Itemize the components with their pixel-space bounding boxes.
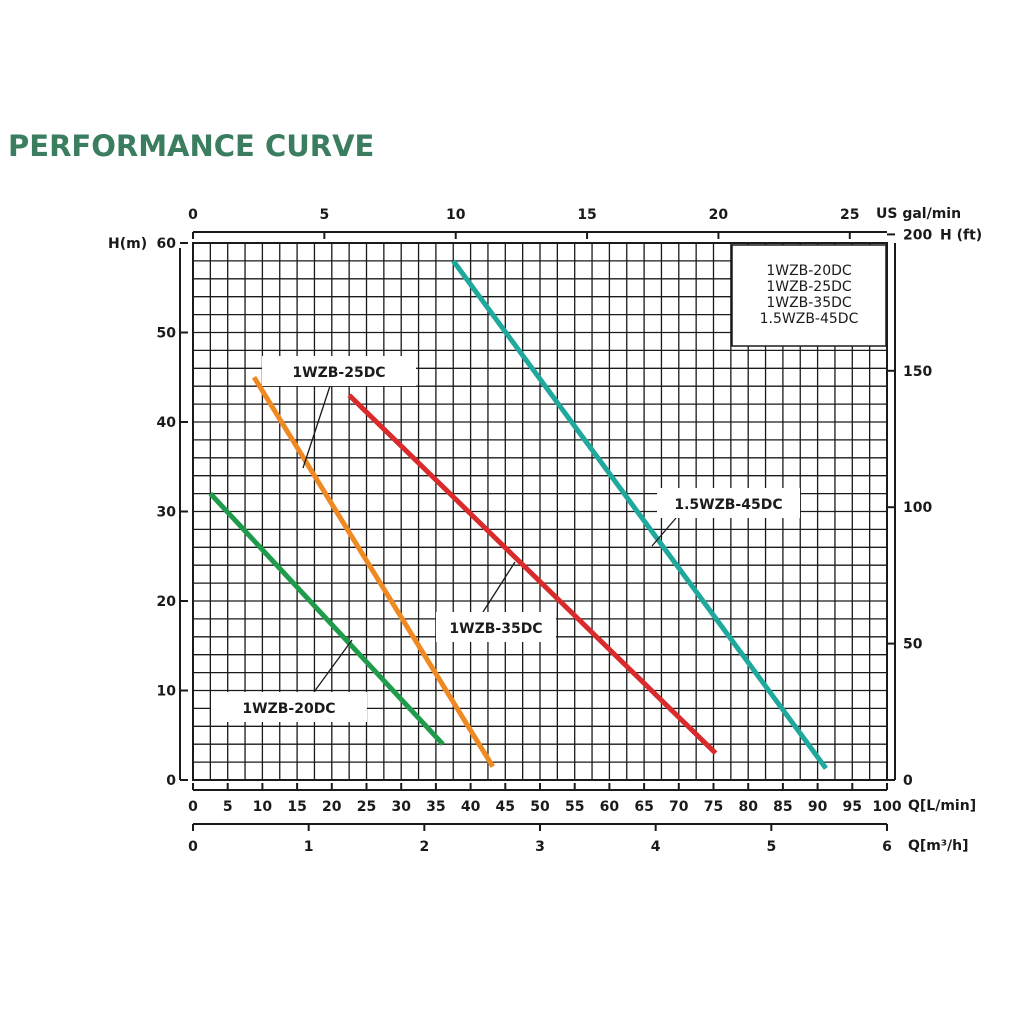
x-top-tick-label: 10 bbox=[446, 207, 466, 223]
x-bottom2-tick-label: 6 bbox=[882, 839, 892, 855]
x-bottom2-tick-label: 1 bbox=[304, 839, 314, 855]
series-lines bbox=[208, 259, 828, 770]
x-bottom-tick-label: 15 bbox=[287, 799, 306, 815]
callout-box bbox=[262, 356, 416, 386]
x-bottom2-tick-label: 5 bbox=[766, 839, 776, 855]
plot-frame bbox=[192, 242, 888, 781]
y-left-tick-label: 60 bbox=[157, 236, 177, 252]
x-bottom-tick-label: 95 bbox=[843, 799, 862, 815]
x-bottom-tick-label: 50 bbox=[530, 799, 550, 815]
legend-entry: 1WZB-25DC bbox=[766, 279, 852, 295]
y-right-tick-label: 0 bbox=[903, 773, 913, 789]
x-bottom-tick-label: 55 bbox=[565, 799, 584, 815]
series-line-3 bbox=[347, 393, 718, 755]
x-bottom2-axis-label: Q[m³/h] bbox=[908, 838, 969, 854]
x-bottom-tick-label: 40 bbox=[461, 799, 481, 815]
y-right-tick-label: 200 bbox=[903, 227, 932, 243]
series-line-4 bbox=[451, 259, 828, 770]
callout-box bbox=[436, 612, 556, 642]
y-left-tick-label: 0 bbox=[166, 773, 176, 789]
x-bottom-tick-label: 100 bbox=[872, 799, 901, 815]
x-top-tick-label: 20 bbox=[709, 207, 729, 223]
y-right-tick-label: 150 bbox=[903, 364, 932, 380]
x-bottom-tick-label: 85 bbox=[773, 799, 792, 815]
callout-box bbox=[657, 488, 800, 518]
y-left-axis-label: H(m) bbox=[108, 236, 147, 252]
y-right-tick-label: 100 bbox=[903, 500, 932, 516]
x-top-tick-label: 5 bbox=[319, 207, 329, 223]
y-left-tick-label: 40 bbox=[157, 415, 177, 431]
x-bottom2-tick-label: 0 bbox=[188, 839, 198, 855]
callout-box bbox=[211, 692, 367, 722]
x-bottom-tick-label: 60 bbox=[600, 799, 620, 815]
callout-label: 1WZB-25DC bbox=[292, 365, 385, 381]
x-bottom2-tick-label: 4 bbox=[651, 839, 661, 855]
callouts: 1WZB-25DC 1WZB-20DC 1WZB-35DC 1.5WZB-45DC bbox=[211, 356, 800, 722]
x-bottom-tick-label: 0 bbox=[188, 799, 198, 815]
x-bottom-tick-label: 20 bbox=[322, 799, 342, 815]
x-bottom-tick-label: 80 bbox=[738, 799, 758, 815]
x-bottom-tick-label: 75 bbox=[704, 799, 723, 815]
legend-box bbox=[731, 244, 887, 347]
page-title: PERFORMANCE CURVE bbox=[8, 129, 374, 163]
y-left-tick-label: 30 bbox=[157, 505, 177, 521]
x-bottom-tick-label: 5 bbox=[223, 799, 233, 815]
callout-leader bbox=[651, 517, 677, 547]
legend-entry: 1.5WZB-45DC bbox=[760, 311, 859, 327]
x-bottom-axis-label: Q[L/min] bbox=[908, 798, 976, 814]
x-bottom-tick-label: 65 bbox=[634, 799, 653, 815]
y-left-tick-label: 50 bbox=[157, 326, 177, 342]
x-bottom-tick-label: 70 bbox=[669, 799, 689, 815]
callout-label: 1WZB-20DC bbox=[242, 701, 335, 717]
x-bottom2-tick-label: 2 bbox=[419, 839, 429, 855]
callout-leader bbox=[313, 639, 353, 693]
x-bottom-tick-label: 25 bbox=[357, 799, 376, 815]
callout-label: 1WZB-35DC bbox=[449, 621, 542, 637]
y-left-tick-label: 20 bbox=[157, 594, 177, 610]
y-right-axis-label: H (ft) bbox=[940, 227, 982, 243]
x-bottom-tick-label: 10 bbox=[253, 799, 273, 815]
callout-leader bbox=[302, 385, 331, 469]
legend-entry: 1WZB-20DC bbox=[766, 263, 852, 279]
x-bottom-tick-label: 90 bbox=[808, 799, 828, 815]
y-left-tick-label: 10 bbox=[157, 684, 177, 700]
callout-label: 1.5WZB-45DC bbox=[674, 497, 782, 513]
x-top-axis-label: US gal/min bbox=[876, 206, 961, 222]
legend-entry: 1WZB-35DC bbox=[766, 295, 852, 311]
x-bottom-tick-label: 30 bbox=[391, 799, 411, 815]
x-top-tick-label: 25 bbox=[840, 207, 859, 223]
x-bottom-tick-label: 45 bbox=[496, 799, 515, 815]
x-top-tick-label: 0 bbox=[188, 207, 198, 223]
callout-leader bbox=[482, 561, 516, 613]
x-bottom-tick-label: 35 bbox=[426, 799, 445, 815]
series-line-1 bbox=[208, 491, 445, 746]
y-right-tick-label: 50 bbox=[903, 637, 923, 653]
series-line-2 bbox=[251, 375, 495, 768]
x-bottom2-tick-label: 3 bbox=[535, 839, 545, 855]
x-top-tick-label: 15 bbox=[577, 207, 596, 223]
